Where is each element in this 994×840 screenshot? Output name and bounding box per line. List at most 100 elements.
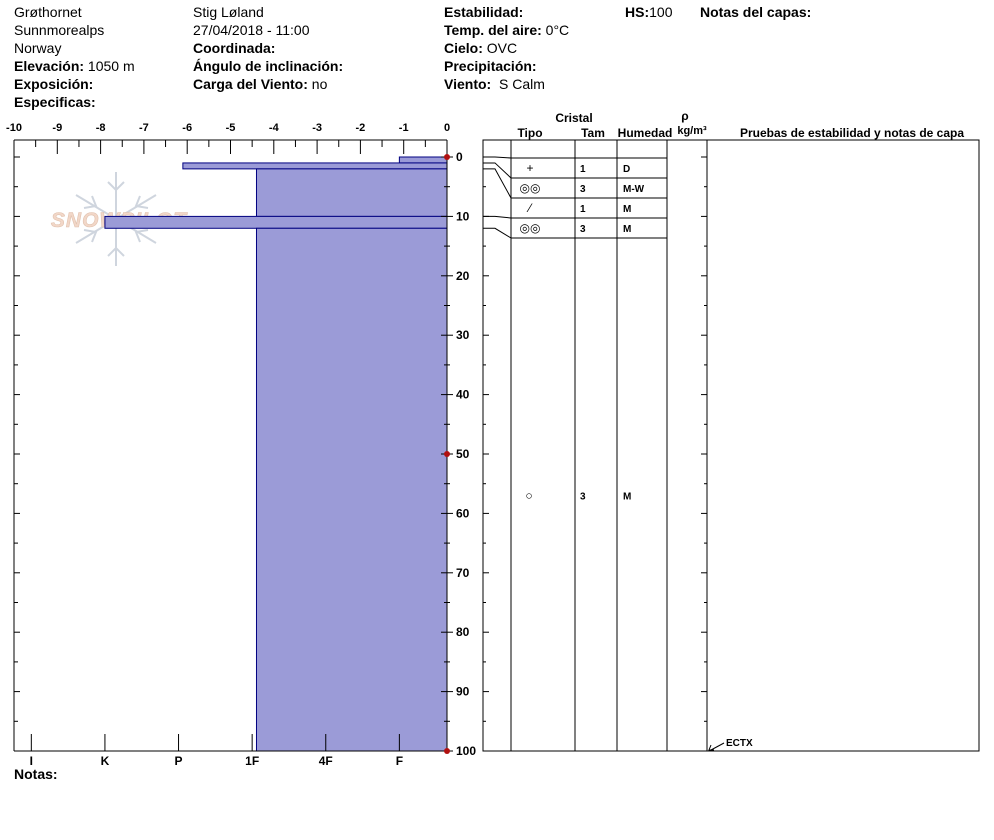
depth-tick-label: 30 (456, 328, 470, 342)
air-temp-label: Temp. del aire: (444, 22, 542, 38)
precip-label: Precipitación: (444, 58, 537, 74)
layer-type: ◎◎ (520, 221, 541, 235)
layer-size: 3 (580, 184, 586, 195)
moisture-header: Humedad (618, 126, 673, 140)
hs-value: 100 (649, 4, 673, 20)
hardness-profile (104, 156, 448, 752)
layer-type: ◎◎ (520, 181, 541, 195)
hardness-layer-bar (255, 168, 448, 217)
layer-moisture: D (623, 164, 630, 175)
depth-tick-label: 100 (456, 744, 476, 758)
hs-label: HS: (625, 4, 650, 20)
air-temp: Temp. del aire: 0°C (444, 22, 569, 39)
temperature-tick-label: -9 (52, 122, 62, 134)
wind-load-label: Carga del Viento: (193, 76, 308, 92)
depth-tick-label: 70 (456, 566, 470, 580)
slope-label: Ángulo de inclinación: (193, 58, 344, 74)
aspect-label: Exposición: (14, 76, 94, 92)
layer-type: ⁄ (526, 201, 533, 215)
elevation-label: Elevación: (14, 58, 85, 74)
chart-axes: -10 -9 -8 -7 -6 -5 -4 -3 -2 -1 0010203040506070809… (6, 122, 476, 768)
specifics-label: Especificas: (14, 94, 96, 110)
depth-tick-label: 10 (456, 209, 470, 223)
layer-connector (483, 156, 512, 159)
test-note: ECTX (726, 738, 753, 749)
temperature-tick-label: -4 (269, 122, 280, 134)
depth-tick-label: 60 (456, 506, 470, 520)
wind-value: S Calm (498, 76, 545, 92)
layer-size: 1 (580, 164, 586, 175)
sky-value: OVC (486, 40, 518, 56)
depth-tick-label: 90 (456, 685, 470, 699)
elevation-value: 1050 m (87, 58, 135, 74)
hardness-layer-bar (104, 215, 448, 229)
depth-marker (444, 748, 450, 754)
deep-layer-type: ○ (525, 489, 532, 503)
hardness-tick-label: 1F (245, 754, 259, 768)
temperature-tick-label: -5 (226, 122, 236, 134)
temperature-tick-label: -7 (139, 122, 149, 134)
test-arrow-head (708, 744, 714, 751)
temperature-tick-label: -10 (6, 122, 22, 134)
air-temp-value: 0°C (545, 22, 570, 38)
temperature-tick-label: 0 (444, 122, 450, 134)
type-header: Tipo (517, 126, 542, 140)
country: Norway (14, 40, 62, 56)
rho-header: ρ (681, 109, 688, 123)
hardness-tick-label: P (175, 754, 183, 768)
wind-load: Carga del Viento: no (193, 76, 327, 93)
layer-connector (483, 227, 512, 239)
hardness-tick-label: I (30, 754, 33, 768)
sky: Cielo: OVC (444, 40, 517, 57)
layer-size: 1 (580, 204, 586, 215)
tests-header: Pruebas de estabilidad y notas de capa (740, 126, 964, 140)
wind-label: Viento: (444, 76, 492, 92)
range: Sunnmorealps (14, 22, 105, 38)
layer-connector (483, 168, 512, 199)
depth-tick-label: 50 (456, 447, 470, 461)
deep-layer-size: 3 (580, 492, 586, 503)
test-arrow (710, 742, 725, 751)
layer-size: 3 (580, 224, 586, 235)
depth-marker (444, 154, 450, 160)
hardness-layer-bar (182, 162, 448, 170)
depth-tick-label: 0 (456, 150, 463, 164)
temperature-tick-label: -6 (182, 122, 192, 134)
layer-connector (483, 215, 512, 219)
hardness-tick-label: F (396, 754, 403, 768)
layer-type: + (526, 161, 533, 175)
layer-moisture: M (623, 224, 631, 235)
layer-moisture: M (623, 204, 631, 215)
layer-moisture: M-W (623, 184, 645, 195)
layer-table: Cristal Tipo Tam Humedad ρ kg/m³ Pruebas… (482, 109, 980, 752)
coordinate-label: Coordinada: (193, 40, 276, 56)
hs: HS:100 (625, 4, 672, 21)
wind-load-value: no (311, 76, 328, 92)
observer: Stig Løland (193, 4, 264, 20)
temperature-tick-label: -2 (356, 122, 366, 134)
hardness-tick-label: 4F (319, 754, 333, 768)
location: Grøthornet (14, 4, 82, 20)
temperature-tick-label: -1 (399, 122, 409, 134)
notes-label: Notas: (14, 766, 58, 782)
depth-marker (444, 451, 450, 457)
elevation: Elevación: 1050 m (14, 58, 135, 75)
depth-tick-label: 40 (456, 388, 470, 402)
density-unit-header: kg/m³ (677, 125, 707, 137)
datetime: 27/04/2018 - 11:00 (193, 22, 310, 38)
hardness-layer-bar (398, 156, 448, 164)
deep-layer-moisture: M (623, 492, 631, 503)
layer-notes-label: Notas del capas: (700, 4, 812, 20)
hardness-tick-label: K (101, 754, 110, 768)
stability-label: Estabilidad: (444, 4, 524, 20)
table-frame (482, 139, 980, 752)
depth-tick-label: 80 (456, 625, 470, 639)
temperature-tick-label: -3 (312, 122, 322, 134)
size-header: Tam (581, 126, 605, 140)
layer-connector (483, 162, 512, 179)
depth-tick-label: 20 (456, 269, 470, 283)
sky-label: Cielo: (444, 40, 483, 56)
hardness-layer-bar (255, 227, 448, 752)
wind: Viento: S Calm (444, 76, 545, 93)
